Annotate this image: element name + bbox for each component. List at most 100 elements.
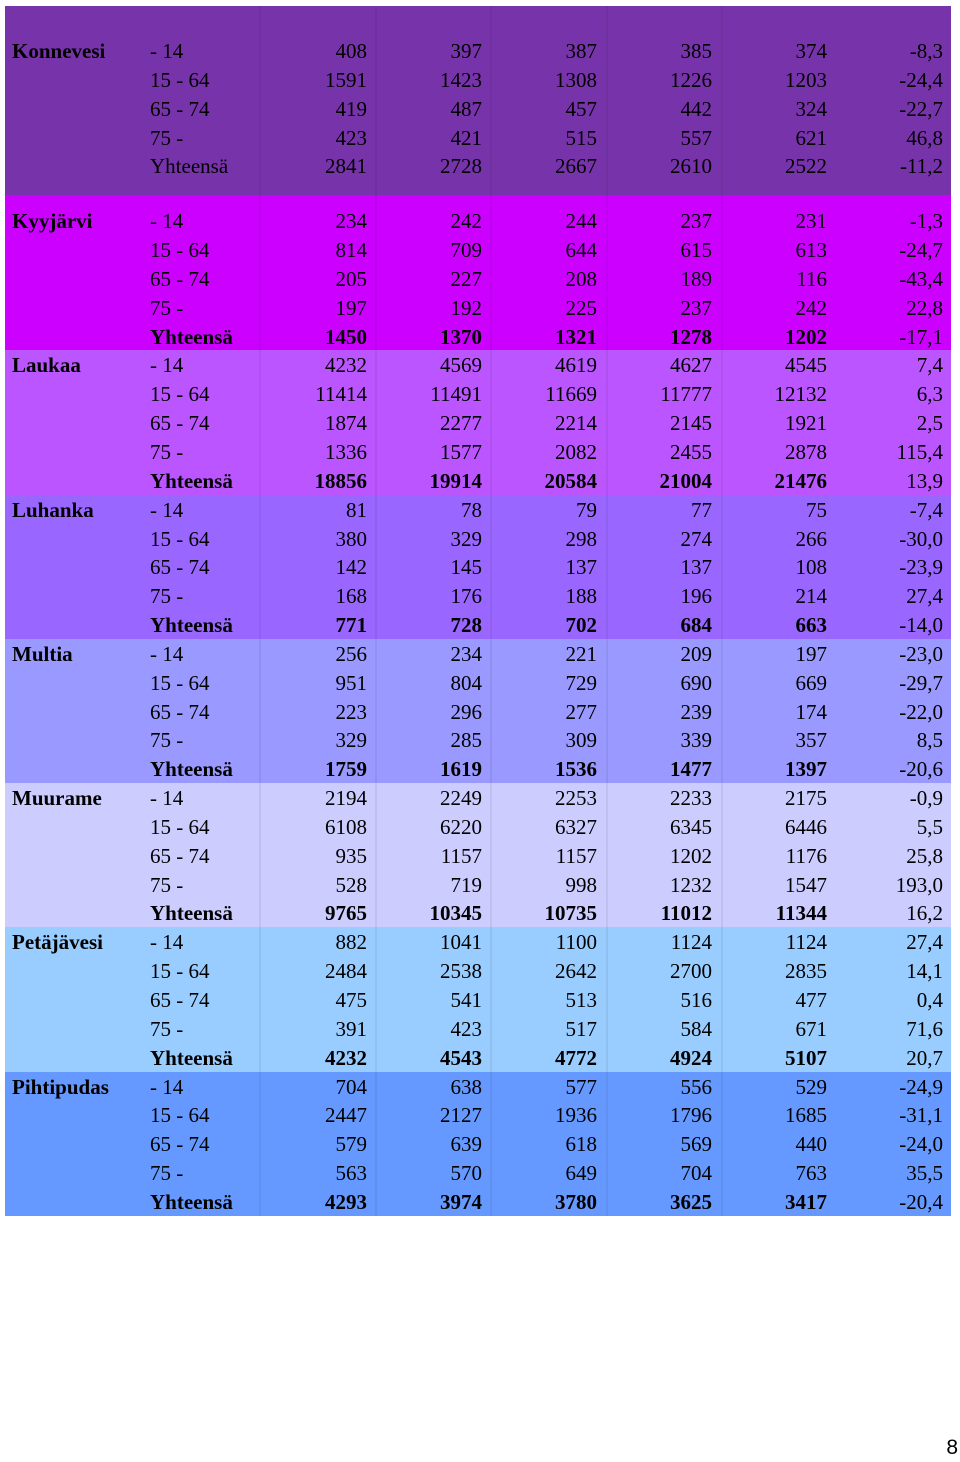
value-cell: 1370 <box>440 324 482 349</box>
age-group: - 14 <box>150 209 184 234</box>
value-cell: 528 <box>335 872 368 897</box>
value-cell: 11012 <box>660 901 712 926</box>
value-cell: 256 <box>335 641 368 666</box>
value-cell: 513 <box>565 988 598 1012</box>
value-cell: 214 <box>795 584 828 609</box>
group-multia: Multia - 14 256 234 221 209 197 -23,0 15… <box>5 638 951 784</box>
value-cell: 615 <box>680 238 713 263</box>
age-group: 65 - 74 <box>150 988 210 1012</box>
table-row: 75 - 391 423 517 584 671 71,6 <box>5 1014 951 1043</box>
change-cell: 71,6 <box>906 1016 943 1041</box>
age-group: - 14 <box>150 497 184 522</box>
age-group: Yhteensä <box>150 468 233 493</box>
value-cell: 1796 <box>670 1103 712 1128</box>
value-cell: 2700 <box>670 959 712 984</box>
value-cell: 1203 <box>785 67 827 92</box>
value-cell: 9765 <box>325 901 367 926</box>
value-cell: 408 <box>335 39 368 63</box>
value-cell: 1450 <box>325 324 367 349</box>
value-cell: 639 <box>450 1132 483 1157</box>
value-cell: 649 <box>565 1161 598 1186</box>
value-cell: 541 <box>450 988 483 1012</box>
value-cell: 5107 <box>785 1045 827 1070</box>
value-cell: 729 <box>565 670 598 695</box>
value-cell: 387 <box>565 39 598 63</box>
change-cell: -24,7 <box>899 238 943 263</box>
value-cell: 4293 <box>325 1189 367 1214</box>
group-muurame: Muurame - 14 2194 2249 2253 2233 2175 -0… <box>5 783 951 928</box>
change-cell: -31,1 <box>899 1103 943 1128</box>
table-row: Laukaa - 14 4232 4569 4619 4627 4545 7,4 <box>5 350 951 379</box>
group-luhanka: Luhanka - 14 81 78 79 77 75 -7,4 15 - 64… <box>5 494 951 640</box>
value-cell: 515 <box>565 125 598 150</box>
value-cell: 11414 <box>315 382 367 407</box>
value-cell: 669 <box>795 670 828 695</box>
value-cell: 638 <box>450 1074 483 1099</box>
value-cell: 309 <box>565 728 598 753</box>
age-group: 75 - <box>150 295 184 320</box>
value-cell: 1619 <box>440 757 482 782</box>
value-cell: 4619 <box>555 353 597 378</box>
change-cell: -29,7 <box>899 670 943 695</box>
value-cell: 380 <box>335 526 368 551</box>
table-row-total: Yhteensä 4293 3974 3780 3625 3417 -20,4 <box>5 1187 951 1216</box>
change-cell: -17,1 <box>899 324 943 349</box>
value-cell: 2214 <box>555 411 597 436</box>
value-cell: 11491 <box>430 382 482 407</box>
age-group: 65 - 74 <box>150 1132 210 1157</box>
value-cell: 197 <box>335 295 368 320</box>
value-cell: 1874 <box>325 411 367 436</box>
value-cell: 223 <box>335 699 368 724</box>
group-kyyjarvi: Kyyjärvi - 14 234 242 244 237 231 -1,3 1… <box>5 195 951 351</box>
value-cell: 882 <box>335 930 368 955</box>
value-cell: 423 <box>335 125 368 150</box>
change-cell: 46,8 <box>906 125 943 150</box>
value-cell: 19914 <box>429 468 483 493</box>
value-cell: 225 <box>565 295 598 320</box>
value-cell: 613 <box>795 238 828 263</box>
age-group: 75 - <box>150 584 184 609</box>
change-cell: -20,6 <box>899 757 943 782</box>
value-cell: 208 <box>565 266 598 291</box>
value-cell: 719 <box>450 872 483 897</box>
value-cell: 1308 <box>555 67 597 92</box>
value-cell: 1936 <box>555 1103 597 1128</box>
value-cell: 440 <box>795 1132 828 1157</box>
change-cell: 16,2 <box>906 901 943 926</box>
table-row-total: Yhteensä 1450 1370 1321 1278 1202 -17,1 <box>5 322 951 351</box>
change-cell: -24,0 <box>899 1132 943 1157</box>
age-group: - 14 <box>150 641 184 666</box>
value-cell: 79 <box>576 497 597 522</box>
page-number: 8 <box>946 1436 958 1459</box>
value-cell: 1232 <box>670 872 712 897</box>
value-cell: 4627 <box>670 353 712 378</box>
table-row-total: Yhteensä 771 728 702 684 663 -14,0 <box>5 610 951 639</box>
municipality-name: Laukaa <box>12 353 81 378</box>
change-cell: -22,7 <box>899 96 943 121</box>
value-cell: 2667 <box>555 154 597 179</box>
value-cell: 584 <box>680 1016 713 1041</box>
group-laukaa: Laukaa - 14 4232 4569 4619 4627 4545 7,4… <box>5 350 951 495</box>
value-cell: 563 <box>335 1161 368 1186</box>
value-cell: 569 <box>680 1132 713 1157</box>
table-row: 15 - 64 11414 11491 11669 11777 12132 6,… <box>5 379 951 408</box>
table-row: 75 - 563 570 649 704 763 35,5 <box>5 1158 951 1187</box>
change-cell: -22,0 <box>899 699 943 724</box>
value-cell: 237 <box>680 209 713 234</box>
value-cell: 577 <box>565 1074 598 1099</box>
value-cell: 234 <box>335 209 368 234</box>
population-table: Konnevesi - 14 408 397 387 385 374 -8,3 … <box>5 6 951 1216</box>
table-row: Muurame - 14 2194 2249 2253 2233 2175 -0… <box>5 783 951 812</box>
value-cell: 374 <box>795 39 828 63</box>
table-row: 75 - 423 421 515 557 621 46,8 <box>5 123 951 152</box>
table-row: Multia - 14 256 234 221 209 197 -23,0 <box>5 639 951 668</box>
value-cell: 4543 <box>440 1045 482 1070</box>
change-cell: 13,9 <box>906 468 943 493</box>
age-group: 15 - 64 <box>150 526 210 551</box>
table-row: 65 - 74 205 227 208 189 116 -43,4 <box>5 264 951 293</box>
table-row: 65 - 74 142 145 137 137 108 -23,9 <box>5 552 951 581</box>
change-cell: 35,5 <box>906 1161 943 1186</box>
value-cell: 242 <box>450 209 483 234</box>
value-cell: 1202 <box>670 843 712 868</box>
value-cell: 397 <box>450 39 483 63</box>
